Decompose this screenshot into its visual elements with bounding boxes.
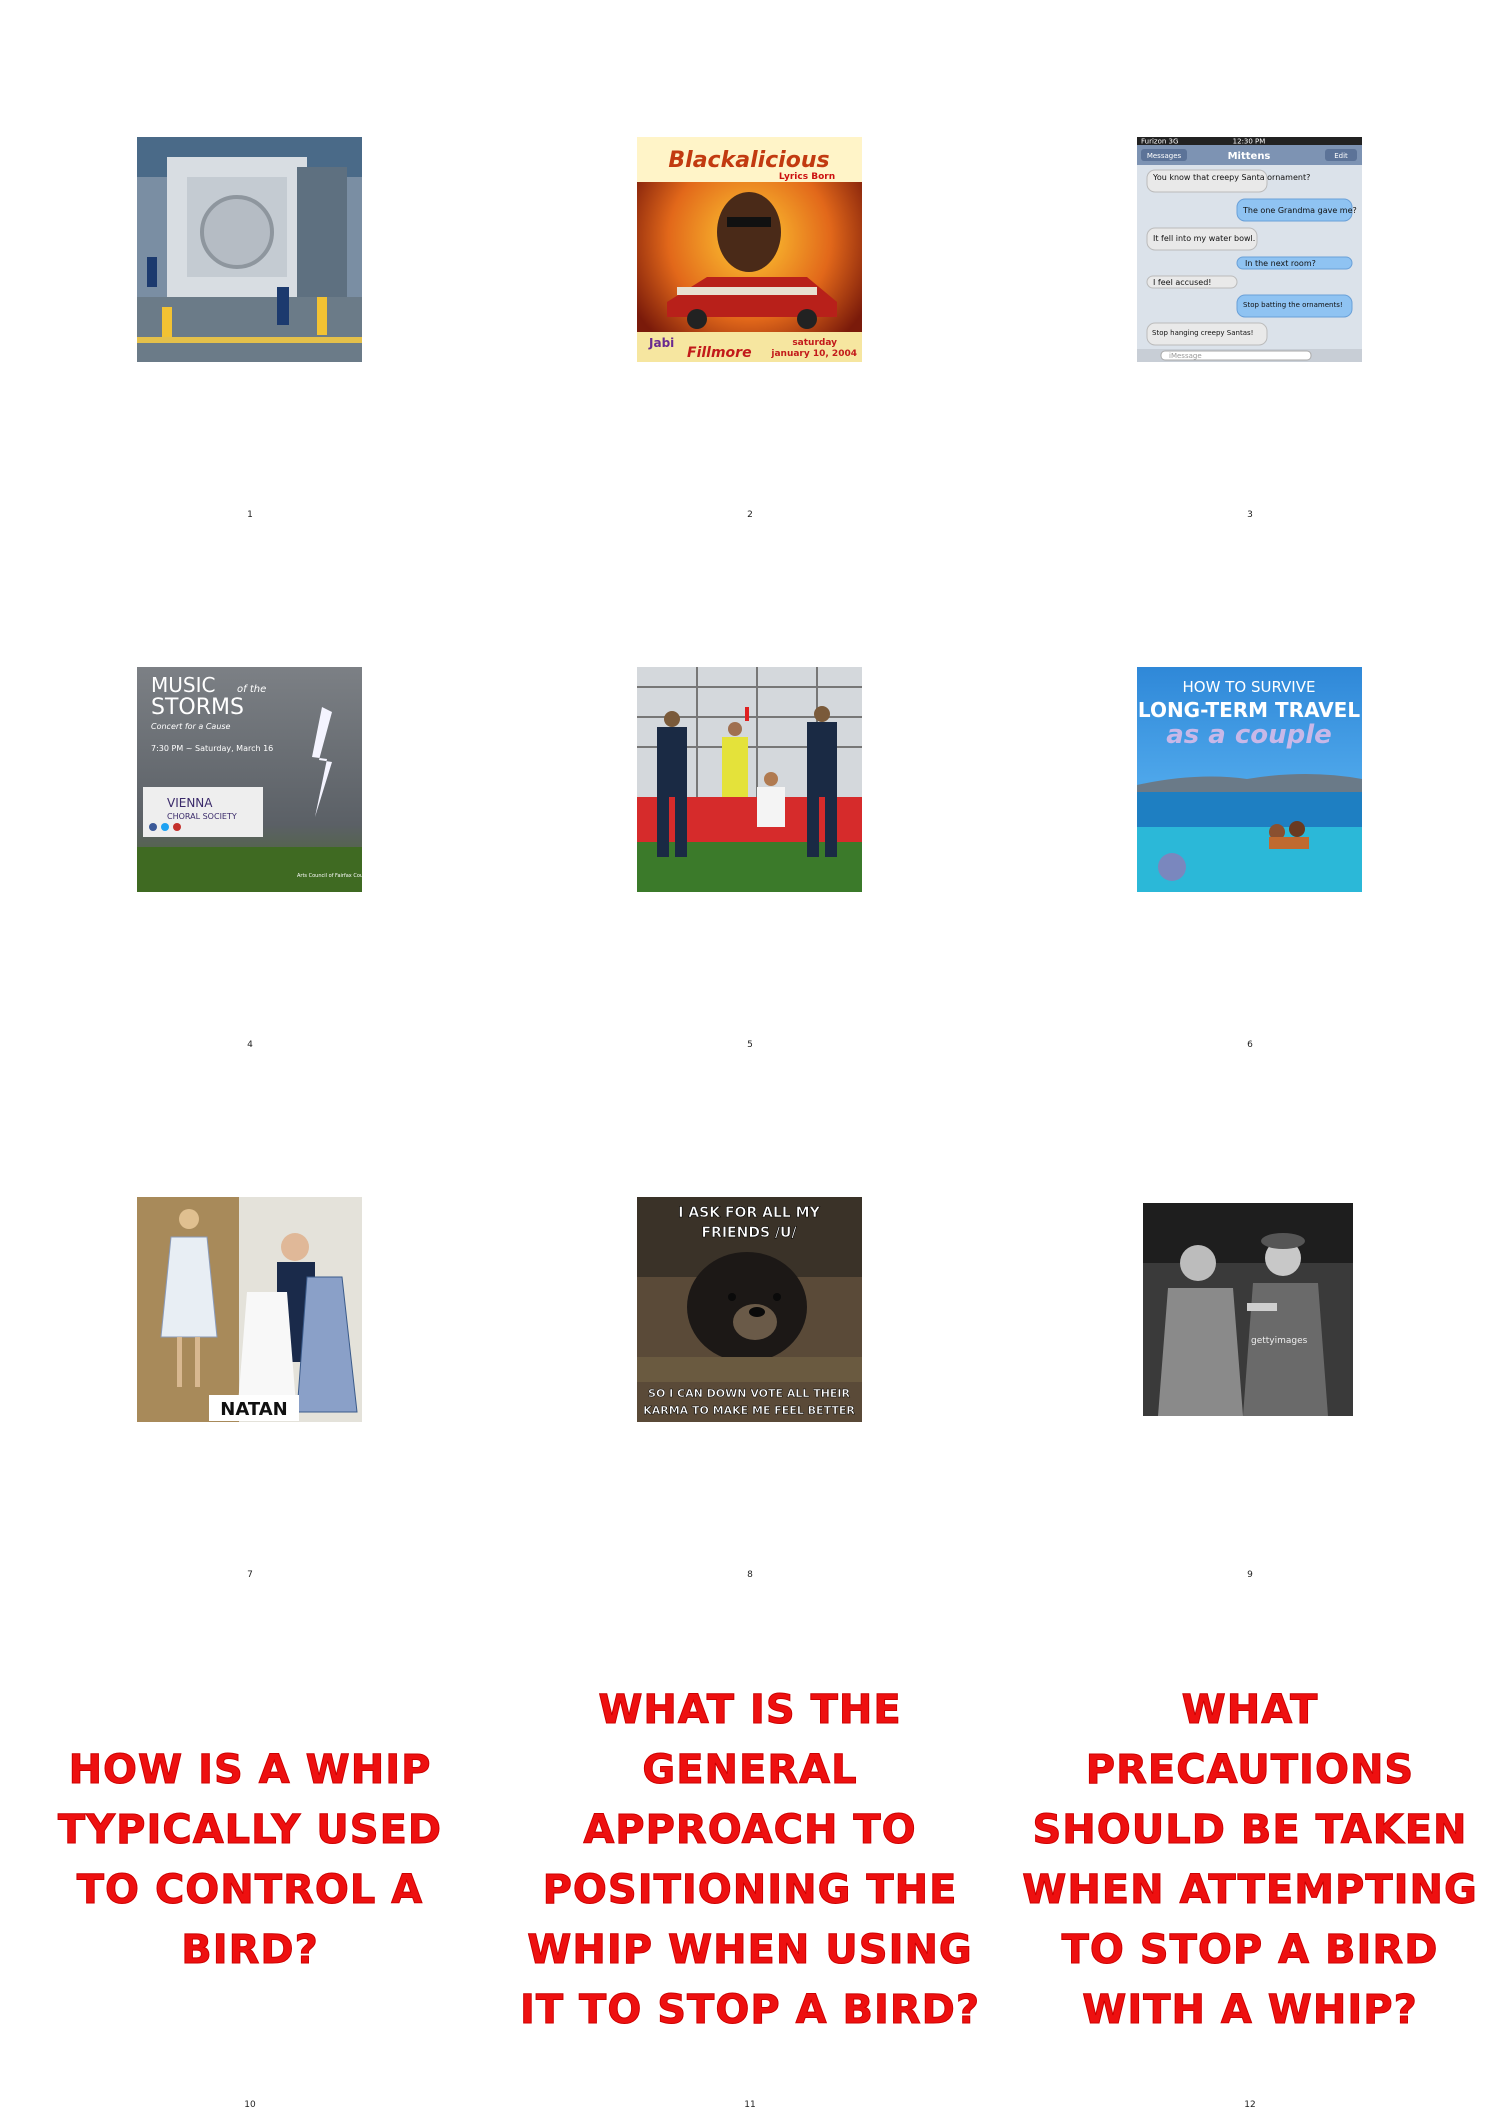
panel-4: MUSIC of the STORMS Concert for a Cause … — [0, 530, 500, 1060]
poster-subtitle: Lyrics Born — [779, 172, 835, 182]
panel-number: 9 — [1247, 1570, 1253, 1580]
brand-label: NATAN — [220, 1399, 287, 1420]
poster-title-1: MUSIC — [151, 673, 215, 697]
confession-bear-image: I ASK FOR ALL MY FRIENDS /U/ SO I CAN DO… — [637, 1197, 862, 1422]
football-photo-image — [637, 667, 862, 892]
watermark-label: gettyimages — [1251, 1336, 1308, 1346]
music-storms-poster-image: MUSIC of the STORMS Concert for a Cause … — [137, 667, 362, 892]
msg-3: It fell into my water bowl. — [1153, 234, 1255, 243]
panel-6: HOW TO SURVIVE LONG-TERM TRAVEL as a cou… — [1000, 530, 1500, 1060]
carrier-label: Furizon 3G — [1141, 138, 1178, 146]
edit-button: Edit — [1334, 152, 1348, 160]
panel-5: 5 — [500, 530, 1000, 1060]
panel-number: 11 — [744, 2100, 756, 2110]
blackalicious-poster-image: Blackalicious Lyrics Born Jabi Fillmore … — [637, 137, 862, 362]
panel-number: 6 — [1247, 1040, 1253, 1050]
sponsor-label: Arts Council of Fairfax County — [297, 873, 362, 879]
panel-3: Furizon 3G 12:30 PM Messages Mittens Edi… — [1000, 0, 1500, 530]
poster-line-2: LONG-TERM TRAVEL — [1138, 698, 1360, 722]
question-text: WHAT PRECAUTIONS SHOULD BE TAKEN WHEN AT… — [1022, 1687, 1478, 2034]
panel-number: 7 — [247, 1570, 253, 1580]
panel-7: NATAN 7 — [0, 1060, 500, 1590]
poster-title-2: STORMS — [151, 695, 244, 720]
poster-with: Jabi — [648, 336, 674, 350]
contact-name: Mittens — [1228, 151, 1271, 162]
panel-number: 1 — [247, 510, 253, 520]
panel-9: gettyimages 9 — [1000, 1060, 1500, 1590]
meme-bottom-1: SO I CAN DOWN VOTE ALL THEIR — [648, 1387, 850, 1400]
text-message-image: Furizon 3G 12:30 PM Messages Mittens Edi… — [1137, 137, 1362, 362]
org-name-1: VIENNA — [167, 796, 213, 810]
meme-top-2: FRIENDS /U/ — [701, 1225, 797, 1241]
msg-7: Stop hanging creepy Santas! — [1152, 329, 1253, 337]
panel-number: 10 — [244, 2100, 256, 2110]
org-name-2: CHORAL SOCIETY — [167, 812, 237, 821]
poster-date: 7:30 PM ~ Saturday, March 16 — [151, 744, 273, 753]
msg-5: I feel accused! — [1153, 278, 1211, 287]
panel-2: Blackalicious Lyrics Born Jabi Fillmore … — [500, 0, 1000, 530]
panel-number: 3 — [1247, 510, 1253, 520]
poster-venue: Fillmore — [687, 345, 752, 361]
poster-date-day: saturday — [792, 338, 837, 348]
panel-number: 8 — [747, 1570, 753, 1580]
meme-top-1: I ASK FOR ALL MY — [678, 1205, 820, 1221]
panel-11: WHAT IS THE GENERAL APPROACH TO POSITION… — [500, 1590, 1000, 2120]
panel-12: WHAT PRECAUTIONS SHOULD BE TAKEN WHEN AT… — [1000, 1590, 1500, 2120]
panel-1: 1 — [0, 0, 500, 530]
back-button: Messages — [1147, 152, 1182, 160]
panel-number: 12 — [1244, 2100, 1256, 2110]
vintage-photo-image: gettyimages — [1143, 1203, 1353, 1416]
poster-line-3: as a couple — [1166, 720, 1332, 750]
poster-line-1: HOW TO SURVIVE — [1183, 678, 1316, 696]
travel-poster-image: HOW TO SURVIVE LONG-TERM TRAVEL as a cou… — [1137, 667, 1362, 892]
message-input: iMessage — [1169, 352, 1202, 360]
meme-bottom-2: KARMA TO MAKE ME FEEL BETTER — [643, 1404, 855, 1417]
panel-10: HOW IS A WHIP TYPICALLY USED TO CONTROL … — [0, 1590, 500, 2120]
msg-4: In the next room? — [1245, 259, 1316, 268]
poster-title-small: of the — [237, 684, 266, 695]
panel-number: 4 — [247, 1040, 253, 1050]
question-text: WHAT IS THE GENERAL APPROACH TO POSITION… — [519, 1687, 981, 2034]
msg-1: You know that creepy Santa ornament? — [1152, 173, 1310, 182]
time-label: 12:30 PM — [1233, 138, 1266, 146]
question-text: HOW IS A WHIP TYPICALLY USED TO CONTROL … — [57, 1747, 443, 1974]
msg-2: The one Grandma gave me? — [1242, 206, 1357, 215]
poster-subtitle: Concert for a Cause — [151, 722, 231, 731]
panel-8: I ASK FOR ALL MY FRIENDS /U/ SO I CAN DO… — [500, 1060, 1000, 1590]
panel-number: 2 — [747, 510, 753, 520]
msg-6: Stop batting the ornaments! — [1243, 301, 1343, 309]
panel-number: 5 — [747, 1040, 753, 1050]
fashion-collage-image: NATAN — [137, 1197, 362, 1422]
poster-date: january 10, 2004 — [770, 349, 857, 359]
industrial-machinery-image — [137, 137, 362, 362]
poster-title: Blackalicious — [668, 148, 829, 173]
